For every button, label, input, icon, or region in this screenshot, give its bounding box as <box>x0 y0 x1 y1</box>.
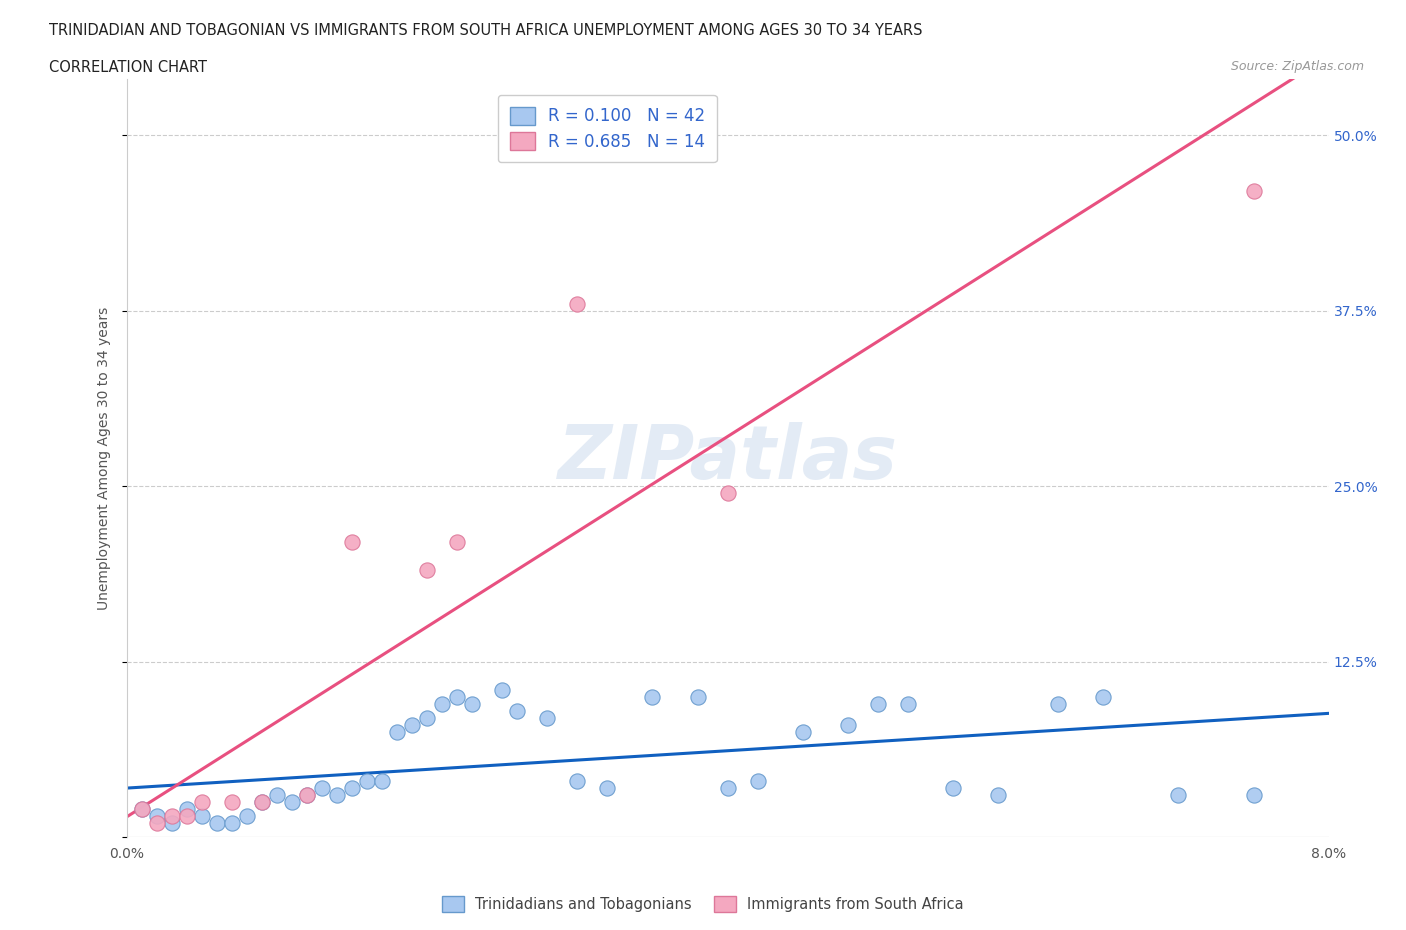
Point <box>1167 788 1189 803</box>
Point <box>281 794 304 809</box>
Point <box>716 780 740 795</box>
Text: CORRELATION CHART: CORRELATION CHART <box>49 60 207 75</box>
Point <box>837 717 859 732</box>
Point <box>596 780 619 795</box>
Text: ZIPatlas: ZIPatlas <box>558 421 897 495</box>
Point <box>221 794 243 809</box>
Point <box>416 563 439 578</box>
Point <box>1047 697 1070 711</box>
Point <box>792 724 814 739</box>
Point <box>1092 689 1115 704</box>
Point <box>340 535 363 550</box>
Point <box>987 788 1010 803</box>
Point <box>446 535 468 550</box>
Point <box>145 808 167 823</box>
Point <box>491 683 513 698</box>
Point <box>235 808 259 823</box>
Point <box>205 816 228 830</box>
Text: Source: ZipAtlas.com: Source: ZipAtlas.com <box>1230 60 1364 73</box>
Point <box>461 697 484 711</box>
Point <box>446 689 468 704</box>
Point <box>340 780 363 795</box>
Point <box>506 703 529 718</box>
Point <box>131 802 153 817</box>
Point <box>145 816 167 830</box>
Point <box>416 711 439 725</box>
Y-axis label: Unemployment Among Ages 30 to 34 years: Unemployment Among Ages 30 to 34 years <box>97 306 111 610</box>
Point <box>160 816 183 830</box>
Point <box>567 774 589 789</box>
Point <box>430 697 453 711</box>
Point <box>326 788 349 803</box>
Point <box>641 689 664 704</box>
Point <box>716 485 740 500</box>
Point <box>295 788 318 803</box>
Point <box>131 802 153 817</box>
Legend: Trinidadians and Tobagonians, Immigrants from South Africa: Trinidadians and Tobagonians, Immigrants… <box>436 891 970 918</box>
Point <box>385 724 408 739</box>
Point <box>160 808 183 823</box>
Legend: R = 0.100   N = 42, R = 0.685   N = 14: R = 0.100 N = 42, R = 0.685 N = 14 <box>498 95 717 163</box>
Point <box>295 788 318 803</box>
Point <box>221 816 243 830</box>
Point <box>371 774 394 789</box>
Point <box>356 774 378 789</box>
Point <box>176 808 198 823</box>
Point <box>190 794 212 809</box>
Point <box>747 774 769 789</box>
Point <box>250 794 273 809</box>
Point <box>866 697 889 711</box>
Point <box>190 808 212 823</box>
Point <box>311 780 333 795</box>
Point <box>250 794 273 809</box>
Point <box>266 788 288 803</box>
Text: TRINIDADIAN AND TOBAGONIAN VS IMMIGRANTS FROM SOUTH AFRICA UNEMPLOYMENT AMONG AG: TRINIDADIAN AND TOBAGONIAN VS IMMIGRANTS… <box>49 23 922 38</box>
Point <box>176 802 198 817</box>
Point <box>1243 184 1265 199</box>
Point <box>401 717 423 732</box>
Point <box>567 296 589 311</box>
Point <box>536 711 558 725</box>
Point <box>1243 788 1265 803</box>
Point <box>897 697 920 711</box>
Point <box>686 689 709 704</box>
Point <box>942 780 965 795</box>
